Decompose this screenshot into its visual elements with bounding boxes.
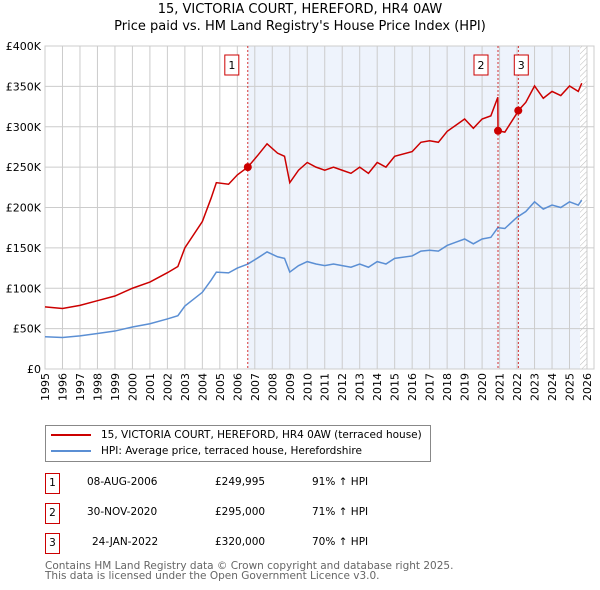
x-tick-label: 2016: [406, 373, 419, 401]
sale-price: £249,995: [215, 476, 266, 488]
x-tick-label: 2026: [581, 373, 594, 401]
x-tick-label: 1998: [91, 373, 104, 401]
property-price-line: [44, 82, 583, 310]
sale-hpi-change: 91% ↑ HPI: [312, 476, 369, 488]
x-tick-label: 2002: [161, 373, 174, 401]
legend-property-swatch: [51, 434, 91, 436]
legend-hpi-label: HPI: Average price, terraced house, Here…: [101, 445, 362, 457]
plot-border: [44, 45, 595, 370]
x-tick-label: 2021: [494, 373, 507, 401]
x-tick-label: 2000: [126, 373, 139, 401]
x-tick-label: 2009: [284, 373, 297, 401]
x-tick-label: 2011: [319, 373, 332, 401]
x-tick-label: 2001: [144, 373, 157, 401]
x-tick-label: 2006: [231, 373, 244, 401]
sale-date: 08-AUG-2006: [87, 476, 158, 488]
hpi-line: [44, 199, 583, 339]
x-tick-label: 2020: [476, 373, 489, 401]
legend: 15, VICTORIA COURT, HEREFORD, HR4 0AW (t…: [45, 425, 431, 462]
legend-property-label: 15, VICTORIA COURT, HEREFORD, HR4 0AW (t…: [101, 429, 422, 441]
sale-label-box: [473, 54, 489, 76]
x-tick-label: 1995: [39, 373, 52, 401]
y-tick-label: £150K: [6, 242, 42, 255]
sale-point: [494, 126, 503, 135]
x-tick-label: 2008: [266, 373, 279, 401]
sale-label-number: 3: [518, 59, 525, 72]
sale-label-number: 1: [228, 59, 235, 72]
sale-date: 30-NOV-2020: [87, 506, 158, 518]
x-tick-label: 2013: [354, 373, 367, 401]
sale-price: £320,000: [215, 536, 266, 548]
x-tick-label: 2003: [179, 373, 192, 401]
x-tick-label: 2025: [564, 373, 577, 401]
y-tick-label: £100K: [6, 282, 42, 295]
x-tick-label: 2023: [529, 373, 542, 401]
sale-point: [243, 163, 252, 172]
x-tick-label: 2005: [214, 373, 227, 401]
chart-subtitle: Price paid vs. HM Land Registry's House …: [114, 19, 486, 34]
x-tick-label: 2019: [459, 373, 472, 401]
sale-label-box: [513, 54, 529, 76]
x-tick-label: 2010: [301, 373, 314, 401]
y-tick-label: £200K: [6, 202, 42, 215]
sale-number-box: 2: [45, 503, 60, 524]
x-tick-label: 2014: [371, 373, 384, 401]
x-tick-label: 1996: [56, 373, 69, 401]
x-tick-label: 2012: [336, 373, 349, 401]
footer-licence: This data is licensed under the Open Gov…: [45, 570, 380, 582]
sale-hpi-change: 70% ↑ HPI: [312, 536, 369, 548]
x-tick-label: 2007: [249, 373, 262, 401]
x-tick-label: 2024: [546, 373, 559, 401]
legend-hpi-swatch: [51, 450, 91, 452]
x-tick-label: 2022: [511, 373, 524, 401]
y-tick-label: £50K: [13, 323, 42, 336]
sale-label-box: [224, 54, 240, 76]
x-tick-label: 2017: [424, 373, 437, 401]
sale-hpi-change: 71% ↑ HPI: [312, 506, 369, 518]
line-chart: 1995 1996 1997 1998 1999 2000 2001 2002 2003 2004…: [6, 40, 595, 401]
y-tick-label: £250K: [6, 161, 42, 174]
x-tick-label: 2004: [196, 373, 209, 401]
chart-title: 15, VICTORIA COURT, HEREFORD, HR4 0AW: [157, 2, 443, 17]
x-tick-label: 1997: [74, 373, 87, 401]
y-tick-label: £0: [27, 363, 41, 376]
sale-price: £295,000: [215, 506, 266, 518]
sale-number-box: 3: [45, 533, 60, 554]
x-tick-label: 2015: [389, 373, 402, 401]
y-tick-label: £350K: [6, 80, 42, 93]
footer-copyright: Contains HM Land Registry data © Crown c…: [45, 560, 454, 572]
y-tick-label: £400K: [6, 40, 42, 53]
x-tick-label: 2018: [441, 373, 454, 401]
sale-date: 24-JAN-2022: [92, 536, 159, 548]
sale-label-number: 2: [478, 59, 485, 72]
sale-number-box: 1: [45, 473, 60, 494]
sale-point: [514, 106, 523, 115]
y-tick-label: £300K: [6, 121, 42, 134]
x-tick-label: 1999: [109, 373, 122, 401]
